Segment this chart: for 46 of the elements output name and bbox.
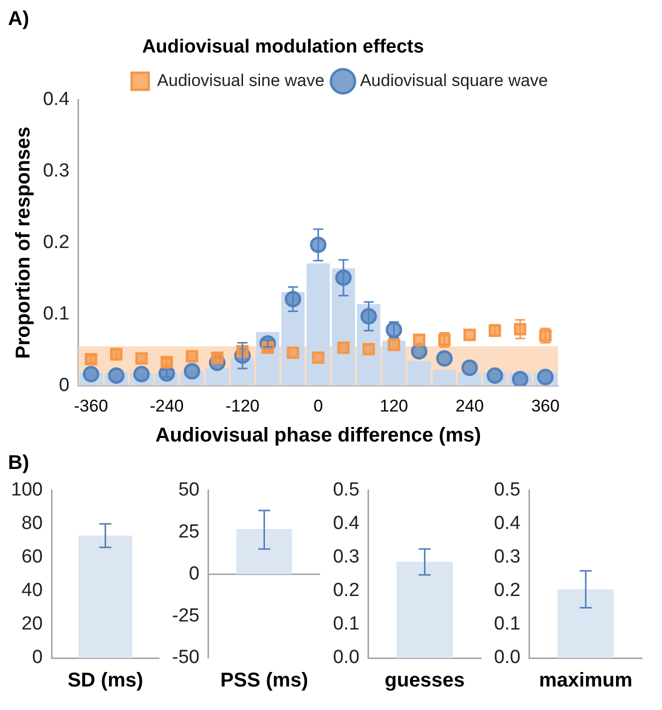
x-tick-label: PSS (ms) [220, 670, 308, 692]
y-tick-label: 0 [58, 374, 70, 396]
y-tick-label: 0.3 [332, 546, 360, 568]
y-tick-label: 80 [22, 513, 43, 534]
y-tick-label: 50 [178, 480, 200, 501]
x-tick-label: -240 [150, 396, 184, 416]
y-tick-label: 0 [32, 647, 43, 668]
x-tick-label: guesses [384, 670, 465, 692]
y-tick-label: 0.2 [332, 580, 360, 602]
x-tick-label: maximum [539, 670, 632, 692]
text: A) [8, 8, 30, 30]
x-tick-label: -360 [74, 396, 108, 416]
y-tick-label: 0.2 [494, 580, 520, 602]
y-tick-label: 0.5 [332, 480, 360, 501]
y-tick-label: 0.4 [494, 513, 521, 534]
x-tick-label: 120 [380, 396, 408, 416]
y-tick-label: 0.1 [332, 614, 360, 635]
y-tick-label: 0.1 [42, 303, 70, 324]
y-axis-title: Proportion of responses [12, 126, 35, 359]
y-tick-label: 40 [22, 580, 43, 602]
y-tick-label: 60 [22, 546, 43, 568]
y-tick-label: 0 [188, 563, 200, 584]
y-tick-label: 0.1 [494, 614, 520, 635]
y-tick-label: -50 [172, 647, 200, 668]
chart-title: Audiovisual modulation effects [142, 36, 424, 58]
y-tick-label: 0.3 [494, 546, 520, 568]
text: B) [8, 452, 30, 474]
x-tick-label: 240 [455, 396, 484, 416]
y-tick-label: 20 [22, 614, 43, 635]
x-tick-label: -120 [225, 396, 260, 416]
y-tick-label: 100 [11, 480, 43, 501]
x-tick-label: 360 [531, 396, 560, 416]
y-tick-label: 0.5 [494, 480, 520, 501]
y-tick-label: 0.3 [42, 160, 70, 182]
y-tick-label: 0.4 [42, 89, 70, 110]
y-tick-label: -25 [172, 605, 200, 626]
y-tick-label: 0.4 [332, 513, 360, 534]
y-tick-label: 0.0 [332, 647, 360, 668]
x-tick-label: SD (ms) [68, 670, 144, 692]
legend-label: Audiovisual square wave [360, 70, 548, 90]
y-tick-label: 0.2 [42, 232, 70, 253]
x-tick-label: 0 [313, 396, 323, 416]
y-tick-label: 25 [178, 522, 200, 543]
legend-label: Audiovisual sine wave [157, 70, 324, 90]
y-tick-label: 0.0 [494, 647, 520, 668]
x-axis-title: Audiovisual phase difference (ms) [155, 424, 482, 447]
